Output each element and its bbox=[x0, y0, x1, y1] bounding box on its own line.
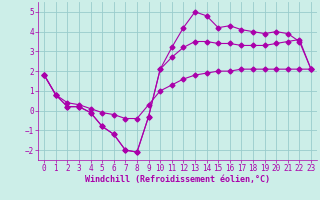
X-axis label: Windchill (Refroidissement éolien,°C): Windchill (Refroidissement éolien,°C) bbox=[85, 175, 270, 184]
